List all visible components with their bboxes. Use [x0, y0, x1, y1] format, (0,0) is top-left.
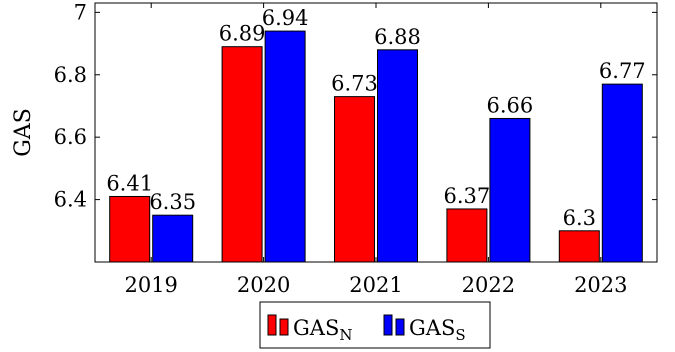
legend-label-n: GASN: [293, 316, 352, 344]
bar-n-2021: [334, 96, 375, 263]
legend-swatch-n-a: [267, 314, 277, 336]
legend: GASN GASS: [259, 301, 491, 349]
y-tick-label-6.8: 6.8: [54, 63, 87, 87]
bar-s-2019: [152, 214, 194, 263]
value-label-n-2022: 6.37: [444, 184, 491, 208]
value-label-s-2022: 6.66: [487, 93, 534, 117]
y-axis-title: GAS: [11, 108, 36, 157]
x-tick-label-2023: 2023: [574, 273, 627, 297]
bar-s-2022: [489, 117, 531, 263]
bars-layer: [109, 30, 643, 263]
bar-n-2020: [221, 46, 263, 263]
legend-entry-s: GASS: [383, 314, 466, 344]
y-tick-label-6.6: 6.6: [54, 125, 87, 149]
legend-label-s: GASS: [409, 316, 466, 344]
legend-entry-n: GASN: [267, 314, 352, 344]
y-tick-label-7: 7: [74, 0, 87, 24]
x-tick-label-2020: 2020: [237, 273, 290, 297]
x-tick-label-2019: 2019: [124, 273, 177, 297]
value-label-n-2020: 6.89: [219, 22, 266, 46]
bar-n-2023: [558, 230, 600, 263]
x-tick-label-2022: 2022: [462, 273, 515, 297]
data-labels-layer: 6.416.35 6.896.94 6.73 6.88 6.37 6.66 6.3 6.77: [106, 6, 645, 230]
axis-ticks-layer: 2019 2020 2021 2022 2023 6.4 6.6 6.8 7: [54, 0, 657, 297]
value-label-s-2019: 6.35: [149, 190, 196, 214]
legend-swatch-s-a: [383, 314, 393, 336]
value-label-n-2019: 6.41: [106, 171, 153, 195]
bar-s-2020: [264, 30, 306, 263]
value-label-n-2021: 6.73: [331, 72, 378, 96]
bar-s-2021: [377, 49, 418, 263]
y-tick-label-6.4: 6.4: [54, 188, 87, 212]
value-label-n-2023: 6.3: [563, 206, 596, 230]
bar-s-2023: [601, 83, 643, 263]
value-label-s-2020: 6.94: [262, 6, 309, 30]
value-label-s-2021: 6.88: [374, 25, 421, 49]
bar-n-2019: [109, 195, 151, 263]
legend-swatch-n-b: [279, 318, 289, 336]
legend-box: [259, 301, 491, 349]
x-tick-label-2021: 2021: [349, 273, 402, 297]
bar-n-2022: [446, 208, 488, 263]
legend-swatch-s-b: [395, 318, 405, 336]
value-label-s-2023: 6.77: [599, 59, 646, 83]
